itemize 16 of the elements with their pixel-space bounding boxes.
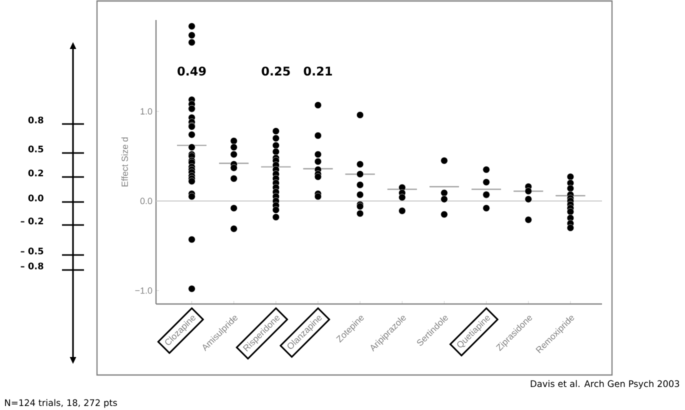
y-tick-label: 0.0: [140, 198, 152, 204]
annotation: 0.25: [262, 66, 290, 76]
annotation: 0.49: [178, 66, 206, 76]
y-axis-title: Effect Size d: [121, 137, 128, 186]
text: 0.2: [28, 170, 44, 176]
text: 0.8: [28, 116, 44, 124]
annotation: 0.21: [304, 66, 332, 76]
text: 0.5: [28, 146, 44, 152]
text: N=124 trials, 18, 272 pts: [5, 399, 117, 408]
y-tick-label: −1.0: [135, 287, 152, 294]
text: Davis et al. Arch Gen Psych 2003: [530, 380, 680, 389]
text: – 0.5: [20, 248, 44, 254]
text: – 0.8: [20, 262, 44, 270]
y-tick-label: 1.0: [140, 108, 152, 115]
text: 0.0: [28, 194, 44, 202]
text: – 0.2: [20, 218, 44, 224]
